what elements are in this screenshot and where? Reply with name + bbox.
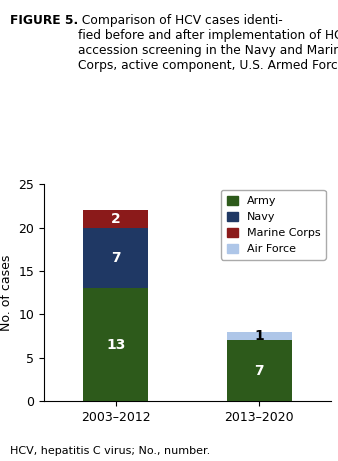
Text: 7: 7 [111,251,121,265]
Bar [227,340,292,401]
Legend: Army, Navy, Marine Corps, Air Force: Army, Navy, Marine Corps, Air Force [221,190,326,260]
Text: 7: 7 [255,364,264,378]
Bar [83,228,148,289]
Text: 13: 13 [106,338,125,352]
Bar [83,210,148,228]
Y-axis label: No. of cases: No. of cases [0,254,13,331]
Text: 2: 2 [111,212,121,226]
Bar [83,289,148,401]
Text: FIGURE 5.: FIGURE 5. [10,14,78,27]
Text: Comparison of HCV cases identi-
fied before and after implementation of HCV
acce: Comparison of HCV cases identi- fied bef… [78,14,338,72]
Bar [227,332,292,340]
Text: 1: 1 [255,329,264,343]
Text: HCV, hepatitis C virus; No., number.: HCV, hepatitis C virus; No., number. [10,446,210,456]
